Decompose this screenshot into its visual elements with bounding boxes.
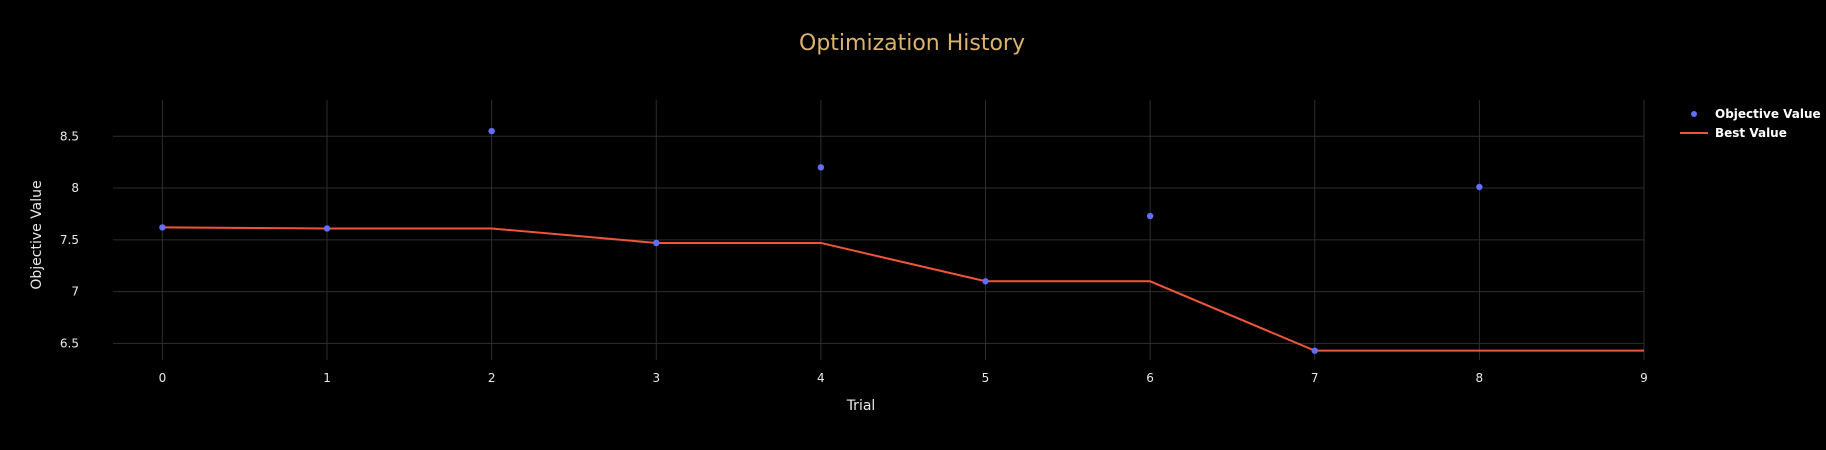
y-tick-label: 7	[71, 285, 79, 299]
x-tick-label: 1	[323, 371, 331, 385]
x-tick-label: 5	[982, 371, 990, 385]
legend[interactable]: Objective Value Best Value	[1680, 107, 1821, 140]
grid-lines	[113, 100, 1645, 360]
y-tick-label: 8.5	[60, 129, 79, 143]
legend-item-objective-value[interactable]: Objective Value	[1691, 107, 1821, 121]
best-value-line	[162, 226, 1644, 352]
data-series	[159, 127, 1644, 354]
objective-value-point	[653, 239, 660, 247]
y-tick-label: 8	[71, 181, 79, 195]
x-tick-label: 3	[652, 371, 660, 385]
x-axis-title: Trial	[846, 398, 876, 414]
legend-marker-objective-value	[1691, 111, 1697, 117]
objective-value-point	[1146, 212, 1154, 220]
objective-value-point	[1476, 183, 1483, 191]
axis-ticks: 0 1 2 3 4 5 6 7 8 9 6.5 7 7.5 8 8.5	[60, 129, 1648, 385]
y-tick-label: 7.5	[60, 233, 79, 247]
objective-value-point	[323, 225, 331, 232]
legend-label-objective-value: Objective Value	[1715, 107, 1821, 121]
x-tick-label: 0	[159, 371, 167, 385]
chart-title: Optimization History	[799, 31, 1025, 56]
x-tick-label: 2	[488, 371, 496, 385]
x-tick-label: 8	[1476, 371, 1484, 385]
x-tick-label: 7	[1311, 371, 1319, 385]
objective-value-point	[488, 127, 495, 135]
x-tick-label: 9	[1640, 371, 1648, 385]
y-tick-label: 6.5	[60, 336, 79, 350]
y-axis-title: Objective Value	[29, 180, 45, 289]
objective-value-point	[159, 224, 166, 231]
x-tick-label: 6	[1146, 371, 1154, 385]
objective-value-point	[817, 164, 825, 171]
objective-value-point	[982, 278, 989, 285]
legend-label-best-value: Best Value	[1715, 126, 1787, 140]
objective-value-point	[1311, 347, 1318, 354]
legend-item-best-value[interactable]: Best Value	[1680, 126, 1787, 140]
x-tick-label: 4	[817, 371, 825, 385]
